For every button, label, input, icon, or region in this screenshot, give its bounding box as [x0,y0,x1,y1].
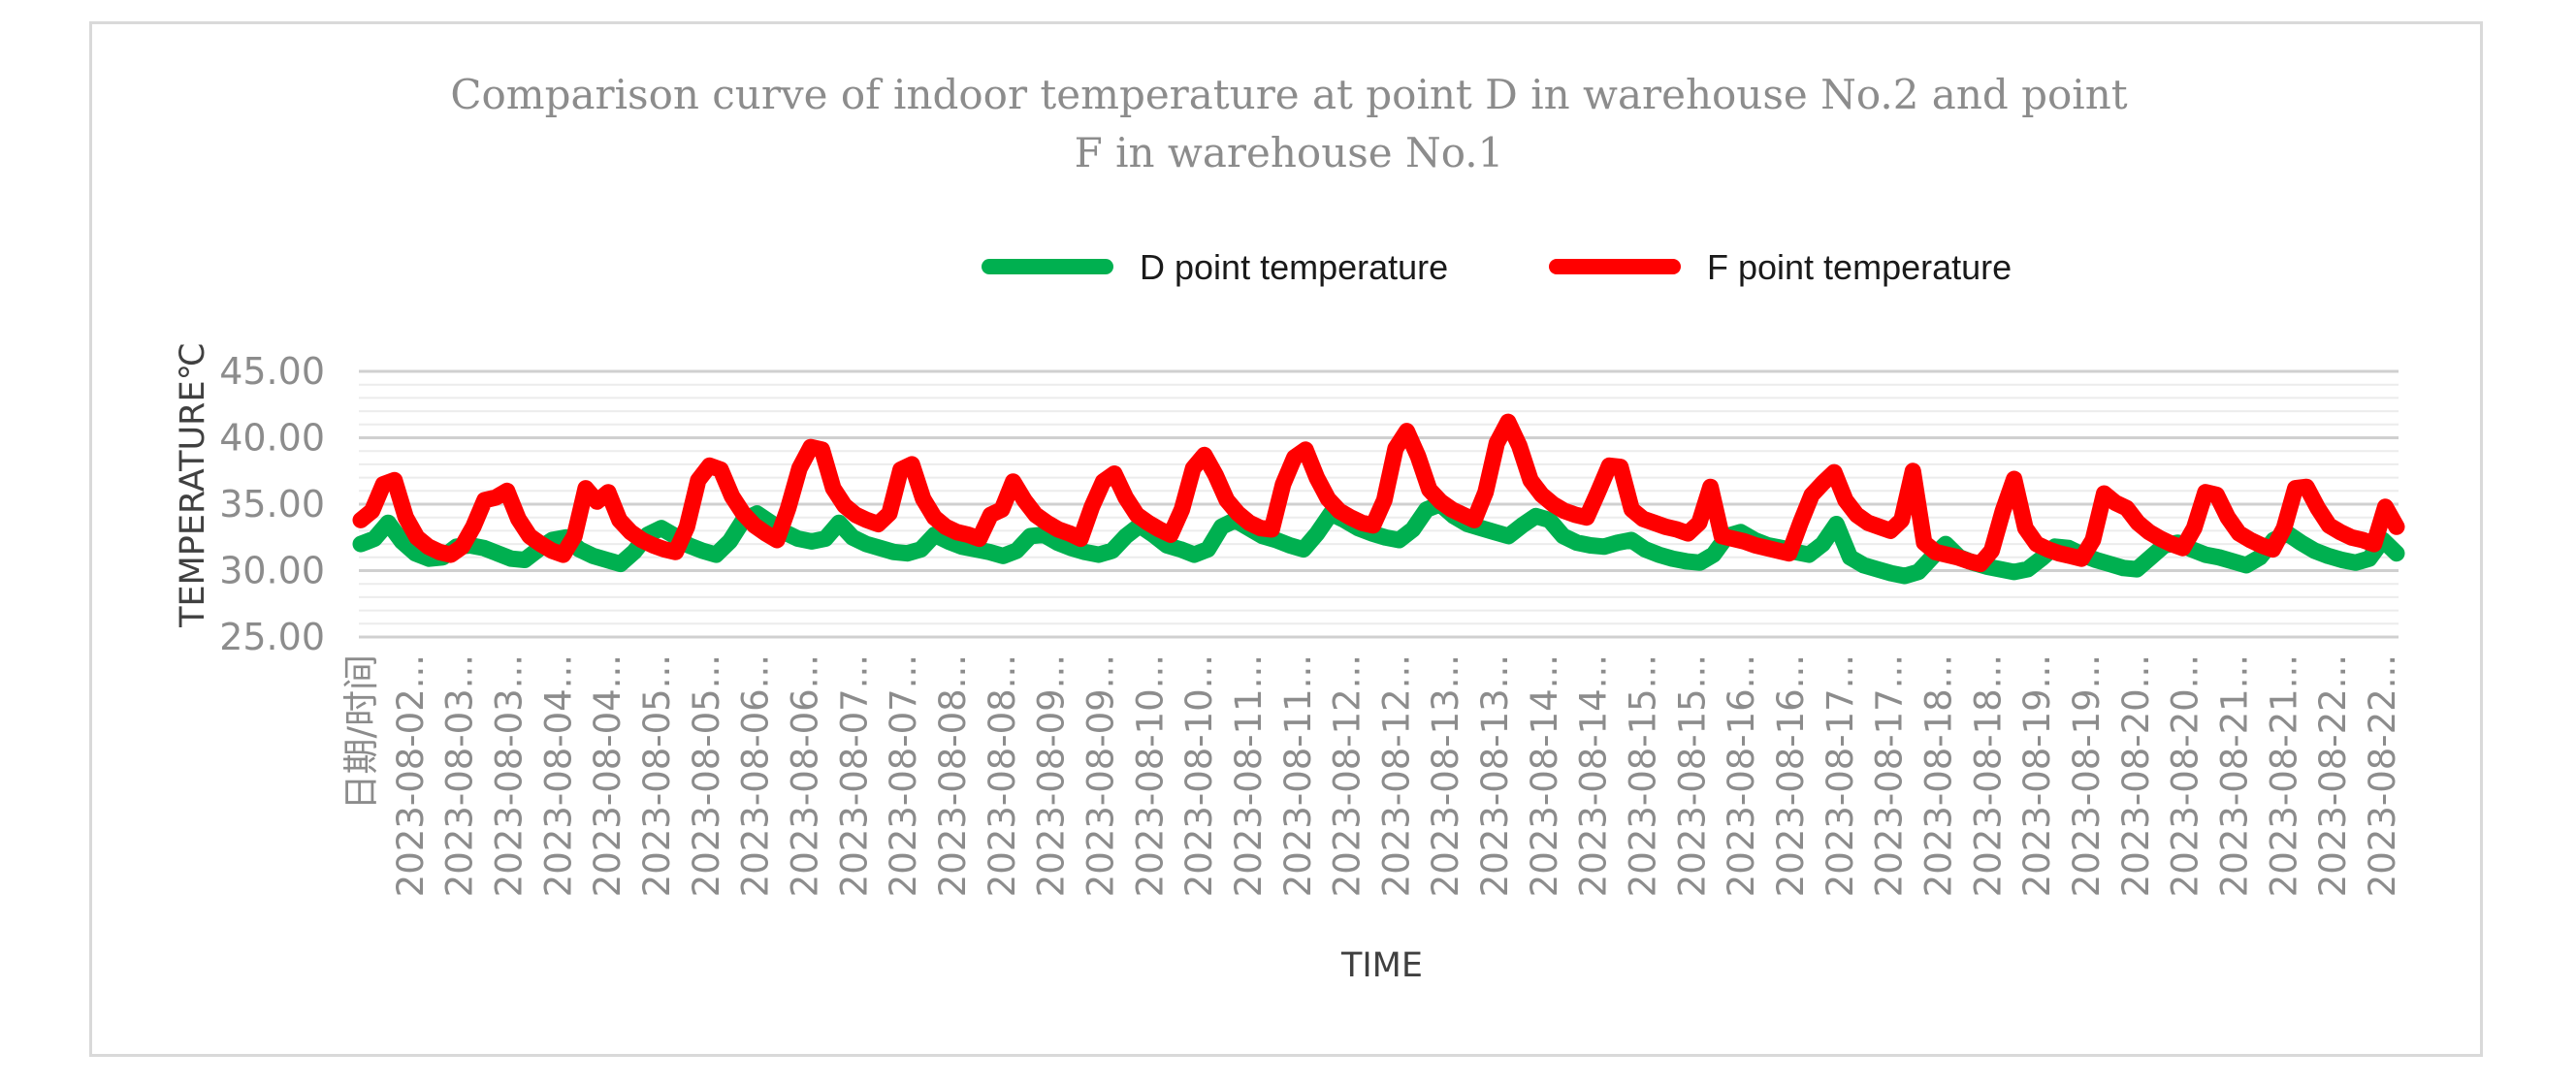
x-tick-label: 2023-08-21... [2263,654,2304,897]
x-tick-label: 2023-08-08... [982,654,1023,897]
series-lines [352,413,2405,585]
x-tick-label: 2023-08-12... [1375,654,1417,897]
x-tick-label: 2023-08-08... [932,654,974,897]
x-tick-label: 2023-08-15... [1671,654,1713,897]
y-axis-ticks: 45.00 40.00 35.00 30.00 25.00 [219,350,325,658]
x-tick-label: 2023-08-14... [1524,654,1565,897]
x-tick-label: 2023-08-04... [537,654,579,897]
x-tick-label: 2023-08-05... [636,654,678,897]
x-tick-label: 2023-08-06... [735,654,777,897]
x-tick-label: 2023-08-16... [1770,654,1812,897]
x-tick-label: 2023-08-07... [883,654,924,897]
x-axis-ticks: 日期/时间 2023-08-02... 2023-08-03... 2023-08-0… [340,654,2403,897]
x-tick-label: 2023-08-18... [1967,654,2009,897]
y-axis-label: TEMPERATURE℃ [174,342,212,628]
x-tick-label: 2023-08-11... [1277,654,1319,897]
y-tick-label: 40.00 [219,417,325,460]
x-tick-label: 2023-08-02... [390,654,432,897]
x-axis-label: TIME [1340,946,1423,985]
x-tick-label: 2023-08-20... [2165,654,2206,897]
y-tick-label: 35.00 [219,483,325,526]
x-tick-label: 2023-08-18... [1918,654,1960,897]
x-tick-label: 2023-08-19... [2016,654,2058,897]
y-tick-label: 25.00 [219,616,325,658]
x-tick-label: 2023-08-22... [2312,654,2354,897]
x-tick-label: 2023-08-04... [587,654,628,897]
series-line-f-point [352,413,2405,573]
x-tick-label: 2023-08-03... [439,654,481,897]
x-tick-label: 2023-08-14... [1573,654,1615,897]
x-tick-label: 2023-08-17... [1869,654,1911,897]
x-tick-label: 2023-08-10... [1129,654,1171,897]
x-tick-label: 日期/时间 [340,654,382,810]
x-tick-label: 2023-08-06... [785,654,826,897]
x-tick-label: 2023-08-13... [1474,654,1516,897]
chart-frame: Comparison curve of indoor temperature a… [89,21,2483,1057]
y-tick-label: 30.00 [219,550,325,592]
y-tick-label: 45.00 [219,350,325,393]
x-tick-label: 2023-08-07... [833,654,875,897]
chart-svg: Comparison curve of indoor temperature a… [174,71,2405,985]
legend: D point temperature F point temperature [982,247,2012,287]
x-tick-label: 2023-08-05... [686,654,727,897]
x-tick-label: 2023-08-20... [2115,654,2157,897]
x-tick-label: 2023-08-09... [1079,654,1121,897]
x-tick-label: 2023-08-11... [1228,654,1270,897]
x-tick-label: 2023-08-13... [1425,654,1466,897]
x-tick-label: 2023-08-21... [2214,654,2256,897]
x-tick-label: 2023-08-17... [1819,654,1861,897]
x-tick-label: 2023-08-03... [489,654,531,897]
legend-label-f: F point temperature [1707,247,2012,287]
x-tick-label: 2023-08-12... [1327,654,1368,897]
chart-title-line-2: F in warehouse No.1 [1075,129,1504,176]
x-tick-label: 2023-08-10... [1178,654,1220,897]
legend-label-d: D point temperature [1140,247,1448,287]
x-tick-label: 2023-08-15... [1623,654,1664,897]
x-tick-label: 2023-08-19... [2066,654,2108,897]
chart-title-line-1: Comparison curve of indoor temperature a… [450,71,2127,118]
x-tick-label: 2023-08-09... [1031,654,1073,897]
x-tick-label: 2023-08-22... [2362,654,2403,897]
x-tick-label: 2023-08-16... [1721,654,1762,897]
